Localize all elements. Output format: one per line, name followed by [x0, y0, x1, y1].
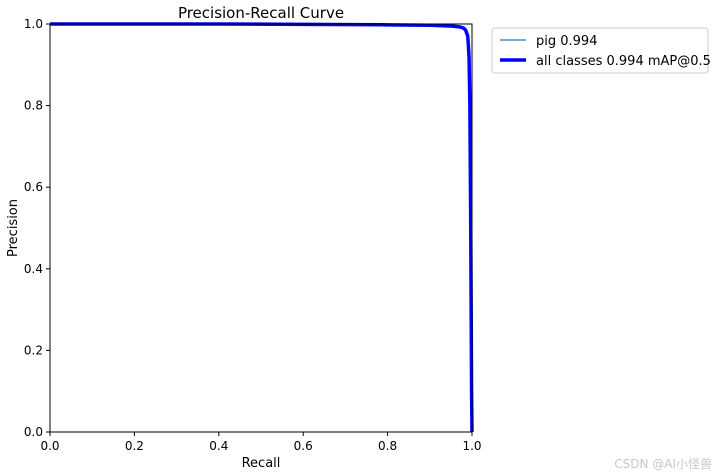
- series-line-1: [50, 22, 474, 433]
- legend-box: [491, 27, 709, 74]
- y-tick-label: 1.0: [24, 17, 43, 31]
- y-axis: 0.0 0.2 0.4 0.6 0.8 1.0: [24, 17, 50, 439]
- x-tick-label: 1.0: [462, 439, 481, 453]
- y-axis-label: Precision: [6, 199, 21, 257]
- x-tick-label: 0.6: [294, 439, 313, 453]
- x-tick-label: 0.4: [209, 439, 228, 453]
- legend-label-pig: pig 0.994: [536, 34, 597, 49]
- legend-label-all-classes: all classes 0.994 mAP@0.5: [536, 54, 711, 69]
- x-tick-label: 0.0: [40, 439, 59, 453]
- legend: pig 0.994 all classes 0.994 mAP@0.5: [491, 27, 711, 74]
- x-axis: 0.0 0.2 0.4 0.6 0.8 1.0: [40, 432, 482, 453]
- y-tick-label: 0.2: [24, 343, 43, 357]
- x-tick-label: 0.2: [125, 439, 144, 453]
- series-line-0: [50, 23, 473, 433]
- x-axis-label: Recall: [242, 456, 281, 471]
- chart-title: Precision-Recall Curve: [178, 4, 344, 22]
- x-tick-label: 0.8: [378, 439, 397, 453]
- y-tick-label: 0.8: [24, 99, 43, 113]
- y-tick-label: 0.0: [24, 425, 43, 439]
- series-layer: [50, 22, 474, 433]
- watermark-text: CSDN @AI小怪兽: [614, 457, 712, 471]
- y-tick-label: 0.4: [24, 262, 43, 276]
- y-tick-label: 0.6: [24, 180, 43, 194]
- plot-frame: [49, 23, 473, 433]
